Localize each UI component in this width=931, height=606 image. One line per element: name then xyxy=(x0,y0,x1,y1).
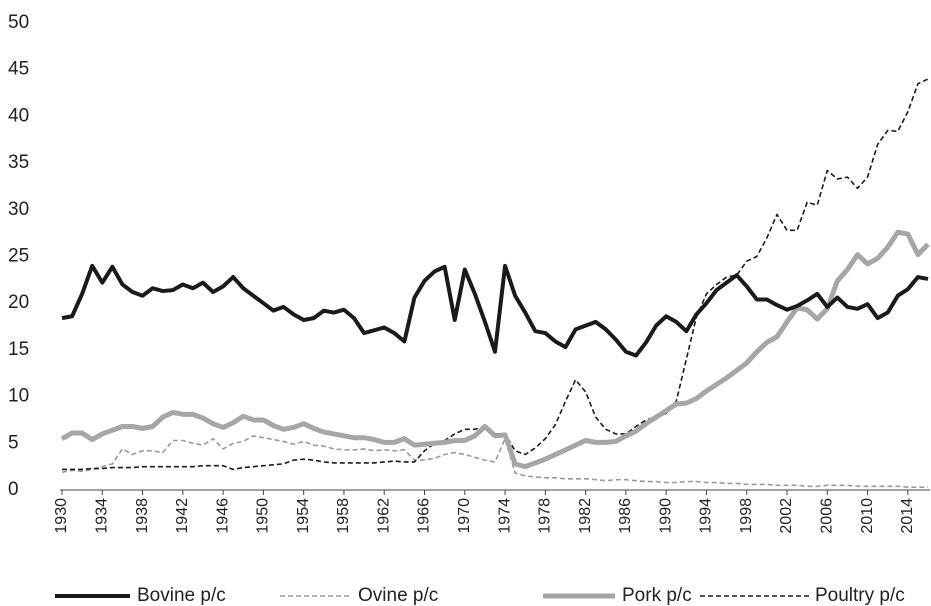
y-tick-label: 0 xyxy=(8,479,19,500)
x-tick-label: 1946 xyxy=(214,498,231,534)
y-tick-label: 25 xyxy=(8,246,29,267)
y-tick-label: 15 xyxy=(8,339,29,360)
y-tick-label: 5 xyxy=(8,432,19,453)
y-tick-label: 20 xyxy=(8,292,29,313)
x-tick-label: 2014 xyxy=(899,498,916,534)
legend-label: Ovine p/c xyxy=(358,585,438,606)
y-tick-label: 40 xyxy=(8,105,29,126)
series-line xyxy=(60,229,930,470)
x-tick-label: 1986 xyxy=(617,498,634,534)
x-tick-label: 1962 xyxy=(375,498,392,534)
x-tick-label: 2010 xyxy=(859,498,876,534)
x-tick-label: 1930 xyxy=(53,498,70,534)
x-tick-label: 1978 xyxy=(537,498,554,534)
x-tick-label: 1950 xyxy=(255,498,272,534)
x-tick-label: 1934 xyxy=(93,498,110,534)
x-tick-label: 1966 xyxy=(416,498,433,534)
x-tick-label: 2002 xyxy=(778,498,795,534)
x-tick-label: 1994 xyxy=(698,498,715,534)
x-tick-label: 1974 xyxy=(496,498,513,534)
y-tick-label: 10 xyxy=(8,386,29,407)
series-line xyxy=(61,263,929,358)
x-tick-label: 1990 xyxy=(657,498,674,534)
y-tick-label: 45 xyxy=(8,59,29,80)
x-tick-label: 1970 xyxy=(456,498,473,534)
series-line xyxy=(62,78,929,471)
y-tick-label: 35 xyxy=(8,152,29,173)
legend-label: Bovine p/c xyxy=(137,585,226,606)
x-tick-label: 1938 xyxy=(134,498,151,534)
x-tick-label: 1942 xyxy=(174,498,191,534)
y-tick-label: 50 xyxy=(8,12,29,33)
x-tick-label: 1998 xyxy=(738,498,755,534)
x-tick-label: 1982 xyxy=(577,498,594,534)
x-tick-label: 1954 xyxy=(295,498,312,534)
y-tick-label: 30 xyxy=(8,199,29,220)
x-tick-label: 2006 xyxy=(819,498,836,534)
legend-label: Poultry p/c xyxy=(815,585,905,606)
legend-label: Pork p/c xyxy=(622,585,692,606)
x-tick-label: 1958 xyxy=(335,498,352,534)
series-line xyxy=(61,435,928,488)
